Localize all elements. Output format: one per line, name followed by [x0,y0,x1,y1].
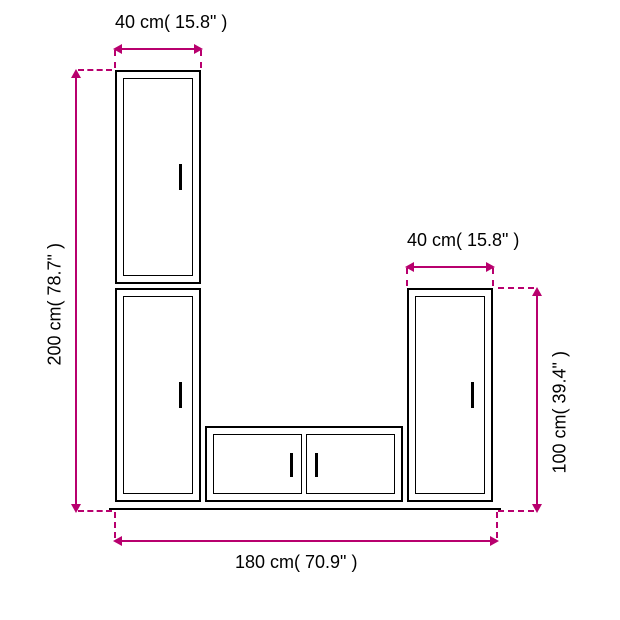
door-left [213,434,302,494]
dim-label: 180 cm( 70.9" ) [235,552,357,573]
handle [471,382,474,408]
handle [179,164,182,190]
tick [498,287,534,289]
left-upper-cabinet [115,70,201,284]
dim-line [122,540,490,542]
tick [78,510,112,512]
dim-line [413,266,487,268]
dim-label: 40 cm( 15.8" ) [115,12,227,33]
dim-line [121,48,195,50]
handle [315,453,318,477]
tick [114,50,116,68]
center-cabinet [205,426,403,502]
tick [492,268,494,286]
handle [179,382,182,408]
door [123,78,193,276]
tick [498,510,534,512]
right-cabinet [407,288,493,502]
tick [406,268,408,286]
furniture-outline [115,70,495,510]
diagram-container: 40 cm( 15.8" ) 40 cm( 15.8" ) 180 cm( 70… [0,0,620,620]
dim-line [536,296,538,504]
handle [290,453,293,477]
dim-line [75,78,77,504]
door-right [306,434,395,494]
tick [200,50,202,68]
left-lower-cabinet [115,288,201,502]
door [415,296,485,494]
dim-label: 40 cm( 15.8" ) [407,230,519,251]
dim-label: 100 cm( 39.4" ) [550,324,571,474]
dim-label: 200 cm( 78.7" ) [45,216,66,366]
tick [78,69,112,71]
tick [114,512,116,538]
door [123,296,193,494]
floor-line [109,508,501,510]
tick [496,512,498,538]
